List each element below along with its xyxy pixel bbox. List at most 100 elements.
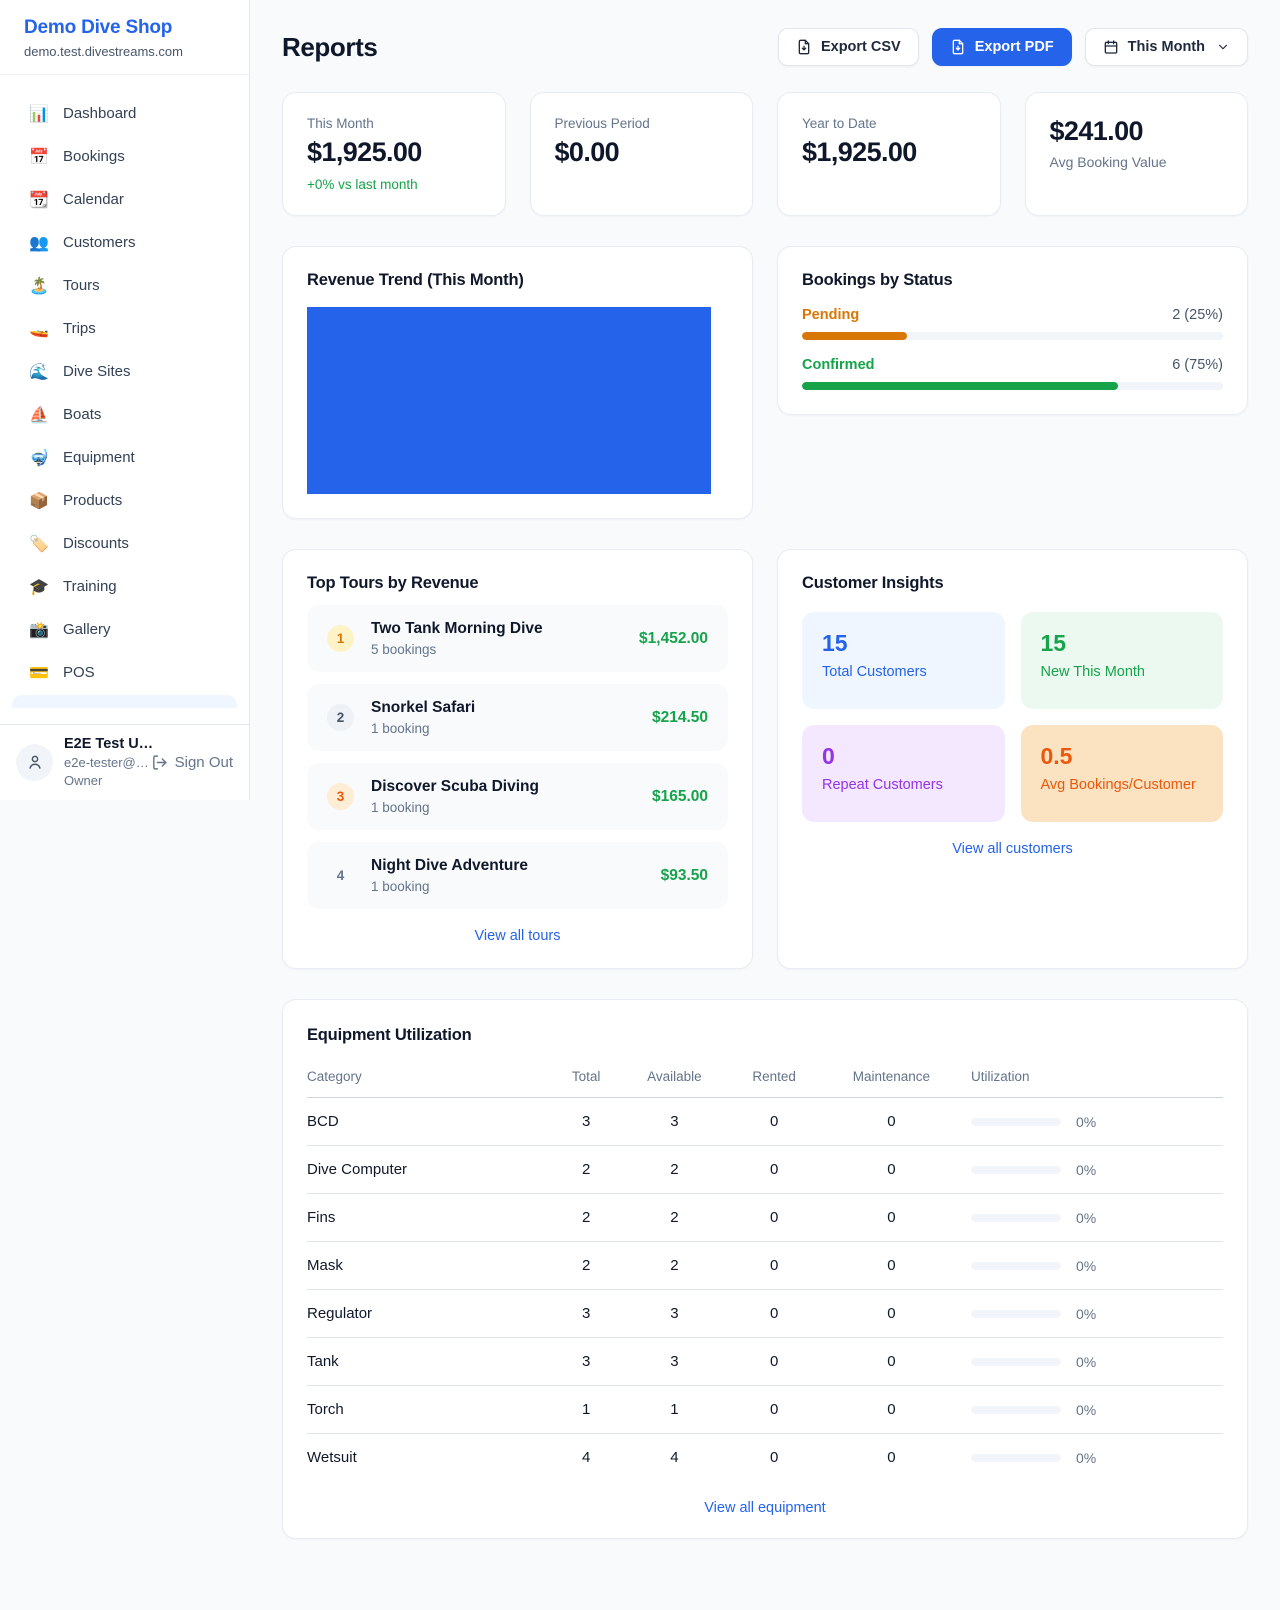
view-all-equipment-link[interactable]: View all equipment [704, 1500, 826, 1516]
people-icon: 👥 [29, 234, 49, 252]
sidebar-item-dashboard[interactable]: 📊 Dashboard [12, 92, 237, 135]
wave-icon: 🌊 [29, 363, 49, 381]
tour-revenue: $165.00 [651, 787, 708, 805]
table-row: Fins 2 2 0 0 0% [307, 1193, 1223, 1242]
tour-row: 3 Discover Scuba Diving 1 booking $165.0… [307, 763, 728, 830]
column-available: Available [620, 1059, 729, 1098]
sidebar-item-bookings[interactable]: 📅 Bookings [12, 135, 237, 178]
sidebar-item-equipment[interactable]: 🤿 Equipment [12, 436, 237, 479]
utilization-value: 0% [1076, 1401, 1097, 1418]
cell-total: 1 [552, 1385, 621, 1434]
island-icon: 🏝️ [29, 277, 49, 295]
sidebar-item-active-partial[interactable] [12, 695, 237, 708]
status-label: Confirmed [802, 357, 875, 373]
tile-label: New This Month [1040, 664, 1146, 680]
column-category: Category [307, 1059, 552, 1098]
cell-rented: 0 [728, 1241, 820, 1290]
rank-badge: 2 [327, 704, 354, 731]
export-pdf-button[interactable]: Export PDF [931, 28, 1072, 66]
utilization-bar [971, 1165, 1061, 1174]
sidebar-item-label: Calendar [63, 191, 124, 208]
sidebar-item-trips[interactable]: 🚤 Trips [12, 307, 237, 350]
logout-icon [151, 754, 168, 771]
tour-revenue: $214.50 [651, 708, 708, 726]
tour-name: Discover Scuba Diving [371, 778, 539, 795]
table-row: Wetsuit 4 4 0 0 0% [307, 1434, 1223, 1482]
cell-total: 2 [552, 1145, 621, 1194]
utilization-bar [971, 1261, 1061, 1270]
status-label: Pending [802, 307, 860, 323]
sailboat-icon: ⛵ [29, 406, 49, 424]
status-bar-fill [802, 382, 1118, 390]
cell-category: Tank [307, 1337, 552, 1386]
page-header: Reports Export CSV Export PDF This Month [282, 28, 1248, 66]
cell-rented: 0 [728, 1097, 820, 1146]
sidebar-item-label: Training [63, 578, 117, 595]
sidebar-item-label: Products [63, 492, 123, 509]
sidebar-item-pos[interactable]: 💳 POS [12, 651, 237, 694]
utilization-bar [971, 1213, 1061, 1222]
sign-out-button[interactable]: Sign Out [151, 754, 233, 771]
column-maintenance: Maintenance [819, 1059, 963, 1098]
file-download-icon [796, 39, 812, 55]
sidebar-item-training[interactable]: 🎓 Training [12, 565, 237, 608]
export-csv-button[interactable]: Export CSV [777, 28, 919, 66]
tear-off-calendar-icon: 📆 [29, 191, 49, 209]
cell-maintenance: 0 [819, 1337, 963, 1386]
period-selector[interactable]: This Month [1084, 28, 1248, 66]
stat-value: $241.00 [1049, 116, 1144, 146]
sidebar-item-dive-sites[interactable]: 🌊 Dive Sites [12, 350, 237, 393]
shop-title: Demo Dive Shop [24, 17, 173, 38]
file-download-icon [950, 39, 966, 55]
cell-rented: 0 [769, 1449, 779, 1466]
utilization-bar [971, 1117, 1061, 1126]
tile-label: Repeat Customers [822, 777, 943, 793]
cell-maintenance: 0 [819, 1193, 963, 1242]
main-content: Reports Export CSV Export PDF This Month [250, 0, 1280, 1579]
stat-label: Year to Date [802, 116, 877, 131]
utilization-bar [971, 1309, 1061, 1318]
top-tours-title: Top Tours by Revenue [307, 574, 479, 592]
sidebar-item-label: Boats [63, 406, 102, 423]
tile-value: 15 [1040, 630, 1067, 656]
status-bar-track [802, 382, 1223, 390]
table-row: Regulator 3 3 0 0 0% [307, 1289, 1223, 1338]
sidebar-item-discounts[interactable]: 🏷️ Discounts [12, 522, 237, 565]
utilization-value: 0% [1076, 1161, 1097, 1178]
charts-row: Revenue Trend (This Month) Bookings by S… [282, 246, 1248, 519]
utilization-value: 0% [1076, 1257, 1097, 1274]
cell-available: 3 [620, 1289, 729, 1338]
cell-rented: 0 [728, 1385, 820, 1434]
sidebar-item-label: POS [63, 664, 95, 681]
status-value: 2 (25%) [1172, 307, 1223, 323]
tile-value: 0.5 [1040, 743, 1073, 769]
view-all-customers-link[interactable]: View all customers [952, 841, 1073, 857]
status-value: 6 (75%) [1172, 357, 1223, 373]
stat-value: $1,925.00 [802, 137, 917, 167]
sidebar-item-gallery[interactable]: 📸 Gallery [12, 608, 237, 651]
tile-label: Avg Bookings/Customer [1040, 777, 1196, 793]
stat-value: $1,925.00 [307, 137, 422, 167]
sidebar-nav: 📊 Dashboard 📅 Bookings 📆 Calendar 👥 Cust… [0, 75, 249, 724]
bar-chart-icon: 📊 [29, 105, 49, 123]
customer-insights-title: Customer Insights [802, 574, 944, 592]
graduation-cap-icon: 🎓 [29, 578, 49, 596]
cell-rented: 0 [728, 1193, 820, 1242]
cell-category: Torch [307, 1385, 552, 1434]
sidebar-item-customers[interactable]: 👥 Customers [12, 221, 237, 264]
sidebar-item-calendar[interactable]: 📆 Calendar [12, 178, 237, 221]
person-icon [26, 753, 44, 771]
cell-rented: 0 [728, 1145, 820, 1194]
sidebar-item-boats[interactable]: ⛵ Boats [12, 393, 237, 436]
sidebar-item-tours[interactable]: 🏝️ Tours [12, 264, 237, 307]
sidebar-item-products[interactable]: 📦 Products [12, 479, 237, 522]
column-utilization: Utilization [963, 1059, 1223, 1098]
table-row: Torch 1 1 0 0 0% [307, 1385, 1223, 1434]
rank-badge: 1 [327, 625, 354, 652]
stat-card-this-month: This Month $1,925.00 +0% vs last month [282, 92, 506, 216]
table-row: BCD 3 3 0 0 0% [307, 1097, 1223, 1146]
top-tours-card: Top Tours by Revenue 1 Two Tank Morning … [282, 549, 753, 969]
view-all-tours-link[interactable]: View all tours [474, 928, 561, 944]
tile-label: Total Customers [822, 664, 927, 680]
tour-row: 4 Night Dive Adventure 1 booking $93.50 [307, 842, 728, 909]
